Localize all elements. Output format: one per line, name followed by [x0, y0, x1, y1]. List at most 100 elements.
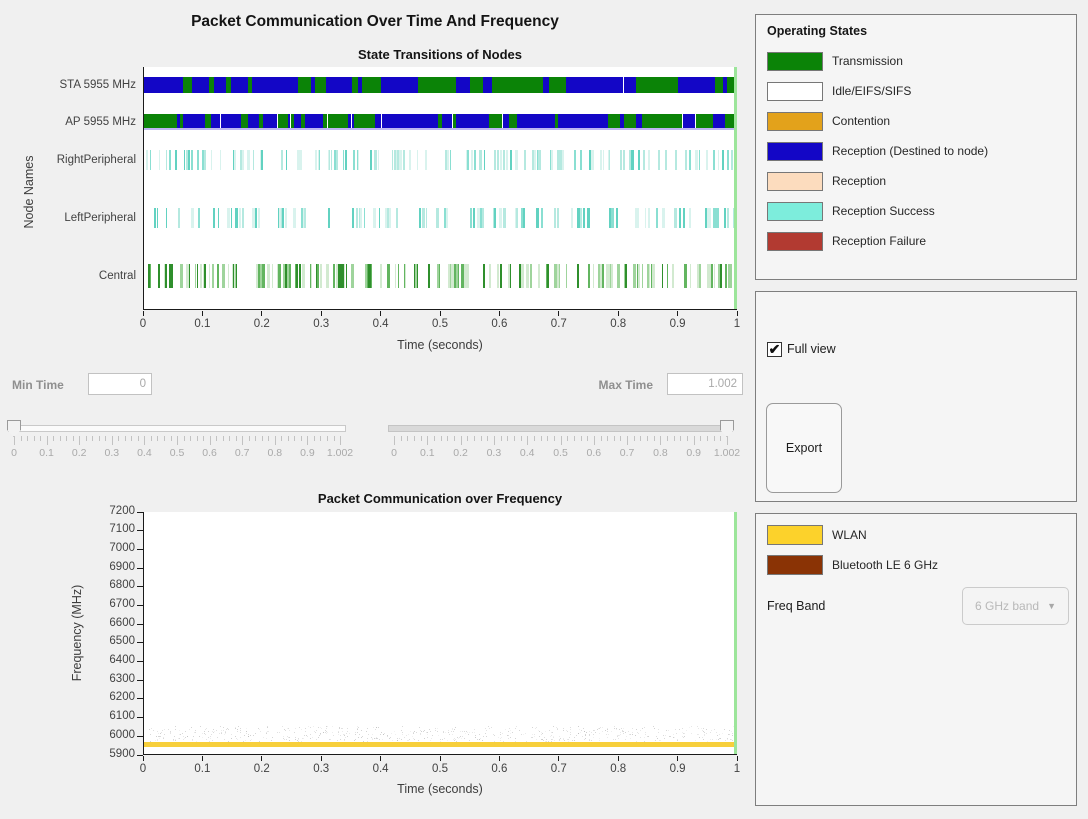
bluetooth-hop-dot — [271, 740, 273, 742]
slider-tick-mark — [66, 436, 68, 441]
state-segment — [491, 77, 503, 93]
bluetooth-hop-dot — [643, 727, 645, 729]
slider-groove[interactable] — [8, 425, 346, 432]
export-button[interactable]: Export — [766, 403, 842, 493]
legend-item-label: Bluetooth LE 6 GHz — [832, 558, 939, 572]
bluetooth-hop-dot — [614, 727, 616, 729]
x-tick-label: 0.4 — [372, 318, 389, 330]
bluetooth-hop-dot — [598, 732, 600, 734]
x-tick-label: 0.2 — [253, 318, 270, 330]
bluetooth-hop-dot — [289, 740, 291, 742]
bluetooth-hop-dot — [623, 728, 625, 730]
slider-tick-label: 1.002 — [326, 447, 354, 459]
bluetooth-hop-dot — [175, 738, 176, 740]
max-time-input[interactable] — [667, 373, 743, 395]
state-segment — [557, 114, 567, 130]
bluetooth-hop-dot — [259, 730, 261, 732]
max-time-slider[interactable]: 0 0.1 0.2 0.3 0.4 0.5 0.6 0.7 0.8 0.9 1.002 — [388, 420, 740, 466]
slider-tick-label: 0.8 — [653, 447, 668, 459]
bluetooth-hop-dot — [610, 730, 612, 732]
x-tick-label: 0.5 — [432, 318, 448, 330]
state-segment — [332, 77, 341, 93]
state-tick — [314, 150, 317, 170]
slider-tick-mark — [540, 436, 542, 441]
bluetooth-hop-dot — [168, 729, 169, 731]
bluetooth-hop-dot — [247, 736, 249, 738]
state-tick — [661, 264, 664, 288]
state-segment — [241, 114, 248, 130]
bluetooth-hop-dot — [288, 737, 290, 739]
bluetooth-hop-dot — [607, 736, 609, 738]
state-segment — [262, 114, 265, 130]
bluetooth-hop-dot — [618, 735, 620, 737]
state-tick — [549, 150, 552, 170]
time-cursor-line — [734, 512, 737, 754]
legend-item-label: WLAN — [832, 528, 867, 542]
state-tick — [157, 264, 161, 288]
bluetooth-hop-dot — [701, 736, 703, 738]
bluetooth-hop-dot — [320, 728, 322, 730]
wlan-band — [144, 741, 737, 747]
bluetooth-hop-dot — [319, 726, 321, 728]
bluetooth-hop-dot — [454, 728, 456, 730]
slider-thumb[interactable] — [720, 420, 734, 437]
bluetooth-hop-dot — [341, 728, 343, 730]
state-tick — [180, 264, 184, 288]
min-time-input[interactable] — [88, 373, 152, 395]
bluetooth-hop-dot — [668, 730, 670, 731]
bluetooth-hop-dot — [516, 726, 518, 727]
bluetooth-hop-dot — [148, 729, 150, 730]
state-segment — [682, 114, 685, 130]
state-tick — [622, 150, 625, 170]
bluetooth-hop-dot — [522, 733, 524, 735]
state-tick — [397, 150, 399, 170]
slider-tick-mark — [414, 436, 415, 441]
state-segment — [341, 77, 353, 93]
x-tick-label: 0.7 — [550, 763, 567, 775]
state-tick — [707, 264, 709, 288]
bluetooth-hop-dot — [375, 726, 377, 728]
state-tick — [557, 264, 560, 288]
bluetooth-hop-dot — [329, 739, 330, 741]
bluetooth-hop-dot — [424, 738, 425, 740]
slider-groove[interactable] — [388, 425, 733, 432]
state-segment — [311, 77, 316, 93]
slider-thumb[interactable] — [7, 420, 21, 437]
state-tick — [372, 208, 375, 228]
state-segment — [226, 77, 231, 93]
bluetooth-hop-dot — [220, 731, 222, 733]
bluetooth-hop-dot — [673, 737, 675, 739]
state-segment — [432, 114, 438, 130]
bluetooth-hop-dot — [639, 730, 641, 732]
bluetooth-hop-dot — [187, 736, 189, 737]
full-view-checkbox[interactable]: ✔ — [767, 341, 782, 357]
bluetooth-hop-dot — [366, 740, 368, 742]
state-tick — [711, 264, 714, 288]
bluetooth-hop-dot — [533, 736, 535, 737]
bluetooth-hop-dot — [221, 730, 223, 731]
bluetooth-hop-dot — [203, 732, 205, 734]
slider-tick-mark — [693, 436, 695, 445]
state-segment — [620, 114, 624, 130]
bluetooth-hop-dot — [704, 733, 705, 735]
state-segment — [602, 77, 614, 93]
bluetooth-hop-dot — [173, 740, 175, 742]
state-tick — [647, 150, 650, 170]
slider-tick-label: 0 — [391, 447, 397, 459]
bluetooth-hop-dot — [187, 735, 189, 737]
bluetooth-hop-dot — [302, 737, 304, 739]
bluetooth-hop-dot — [310, 726, 312, 728]
state-tick — [419, 208, 422, 228]
bluetooth-hop-dot — [240, 730, 242, 731]
state-tick — [252, 150, 255, 170]
freq-band-dropdown[interactable]: 6 GHz band ▼ — [962, 587, 1069, 625]
bluetooth-hop-dot — [287, 736, 289, 738]
bluetooth-hop-dot — [319, 735, 320, 737]
state-tick — [713, 208, 715, 228]
bluetooth-hop-dot — [451, 733, 453, 735]
state-tick — [583, 208, 585, 228]
state-tick — [551, 150, 553, 170]
state-tick — [662, 208, 666, 228]
bluetooth-hop-dot — [447, 731, 449, 733]
min-time-slider[interactable]: 0 0.1 0.2 0.3 0.4 0.5 0.6 0.7 0.8 0.9 1.002 — [7, 420, 353, 466]
